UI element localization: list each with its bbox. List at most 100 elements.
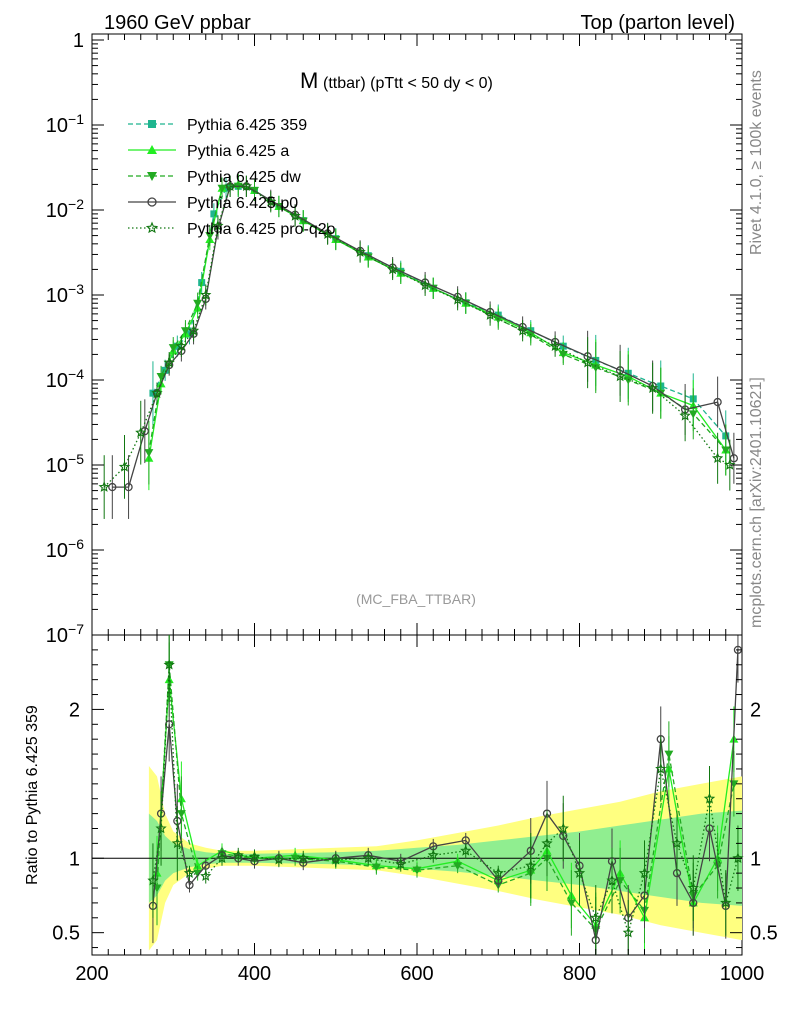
- ratio-point-dw: [176, 810, 186, 819]
- rivet-label: Rivet 4.1.0, ≥ 100k events: [748, 70, 765, 255]
- ratio-point-dw: [566, 899, 576, 908]
- legend-item-s359: Pythia 6.425 359: [128, 117, 307, 134]
- ratio-line-a: [156, 679, 735, 927]
- main-ytick-label: 10−5: [46, 451, 84, 477]
- main-point-dw: [623, 376, 633, 385]
- legend-label-proq2o: Pythia 6.425 pro-q2o: [187, 221, 336, 238]
- main-line-dw: [148, 185, 727, 453]
- ratio-point-proq2o: [687, 882, 699, 893]
- x-tick-label: 600: [400, 963, 433, 985]
- main-point-proq2o: [646, 382, 659, 394]
- main-point-dw: [526, 331, 536, 340]
- main-point-proq2o: [135, 426, 147, 438]
- legend-item-proq2o: Pythia 6.425 pro-q2o: [128, 221, 336, 238]
- ratio-point-proq2o: [427, 849, 439, 861]
- main-point-proq2o: [175, 340, 188, 351]
- main-point-s359: [161, 366, 169, 374]
- legend-marker-dw: [147, 172, 157, 181]
- legend-label-dw: Pythia 6.425 dw: [187, 169, 301, 186]
- main-ytick-label: 10−2: [46, 196, 84, 222]
- ratio-point-proq2o: [525, 859, 537, 871]
- main-point-dw: [274, 202, 284, 211]
- ratio-point-proq2o: [273, 853, 285, 865]
- main-point-p0: [713, 397, 722, 407]
- ratio-point-proq2o: [200, 870, 212, 882]
- main-point-proq2o: [679, 409, 691, 421]
- ratio-point-proq2o: [655, 763, 667, 774]
- main-point-dw: [591, 364, 601, 373]
- ratio-point-proq2o: [671, 837, 683, 849]
- header-left: 1960 GeV ppbar: [104, 12, 251, 34]
- main-point-dw: [298, 217, 308, 226]
- main-point-proq2o: [549, 340, 561, 351]
- ratio-point-proq2o: [147, 874, 159, 886]
- main-point-proq2o: [386, 263, 399, 275]
- axes-layer: 200 400 600 800 1000 1 10−1 10−2 10−3 10−4 10−5 10−…: [46, 30, 778, 985]
- ratio-ytick-label-right: 2: [750, 699, 761, 721]
- main-ytick-label: 10−1: [46, 111, 84, 137]
- ratio-point-dw: [615, 877, 625, 886]
- main-point-proq2o: [419, 279, 431, 291]
- x-tick-label: 1000: [720, 963, 765, 985]
- ratio-point-proq2o: [541, 837, 553, 849]
- main-point-proq2o: [200, 289, 212, 300]
- ratio-point-dw: [664, 750, 674, 759]
- main-point-proq2o: [289, 210, 301, 221]
- legend-marker-a: [147, 145, 157, 154]
- main-point-proq2o: [724, 459, 736, 470]
- main-line-a: [148, 183, 727, 459]
- ratio-point-proq2o: [703, 792, 716, 804]
- ratio-bands: [92, 766, 742, 951]
- x-tick-label: 400: [238, 963, 271, 985]
- ratio-point-proq2o: [171, 837, 183, 849]
- ratio-point-proq2o: [606, 874, 618, 886]
- ratio-point-proq2o: [492, 867, 504, 878]
- main-ytick-label: 10−7: [46, 621, 84, 647]
- main-point-proq2o: [224, 180, 236, 192]
- main-line-proq2o: [103, 185, 731, 488]
- main-ytick-label: 10−6: [46, 536, 84, 562]
- ratio-point-dw: [290, 854, 300, 863]
- main-ytick-label: 1: [73, 30, 84, 52]
- main-point-proq2o: [151, 387, 163, 398]
- main-point-proq2o: [516, 324, 529, 336]
- ratio-point-proq2o: [590, 911, 602, 923]
- main-point-p0: [108, 482, 117, 492]
- main-point-proq2o: [98, 481, 110, 492]
- ratio-point-proq2o: [297, 852, 309, 864]
- ratio-point-p0: [185, 880, 194, 890]
- plot-title-sub: (ttbar) (pTtt < 50 dy < 0): [323, 75, 493, 92]
- main-point-proq2o: [484, 309, 496, 320]
- legend-marker-s359: [148, 120, 156, 128]
- legend-item-dw: Pythia 6.425 dw: [128, 169, 301, 186]
- main-point-dw: [180, 327, 190, 336]
- ratio-ytick-label-right: 1: [750, 848, 761, 870]
- ratio-point-proq2o: [573, 867, 586, 878]
- legend-item-a: Pythia 6.425 a: [128, 143, 289, 160]
- main-point-proq2o: [240, 180, 253, 192]
- main-series-layer: [98, 173, 739, 519]
- main-point-proq2o: [321, 228, 334, 239]
- main-series-proq2o: [98, 175, 736, 519]
- main-point-s359: [210, 210, 218, 218]
- main-point-dw: [721, 446, 731, 455]
- legend-item-p0: Pythia 6.425 p0: [128, 195, 298, 212]
- ratio-point-dw: [453, 862, 463, 871]
- ratio-point-proq2o: [395, 858, 407, 869]
- main-series-s359: [149, 175, 730, 462]
- ratio-point-dw: [412, 866, 422, 875]
- legend-label-s359: Pythia 6.425 359: [187, 117, 307, 134]
- main-point-dw: [217, 184, 227, 193]
- analysis-tag: (MC_FBA_TTBAR): [356, 591, 476, 607]
- main-point-dw: [205, 232, 215, 241]
- main-point-p0: [124, 482, 133, 492]
- main-point-proq2o: [163, 356, 175, 368]
- main-ytick-label: 10−3: [46, 281, 84, 307]
- ratio-ytick-label: 2: [69, 699, 80, 721]
- main-point-p0: [729, 454, 739, 463]
- ratio-point-proq2o: [557, 822, 569, 834]
- main-point-dw: [168, 344, 178, 353]
- ratio-point-proq2o: [183, 867, 196, 878]
- ratio-ytick-label: 1: [69, 848, 80, 870]
